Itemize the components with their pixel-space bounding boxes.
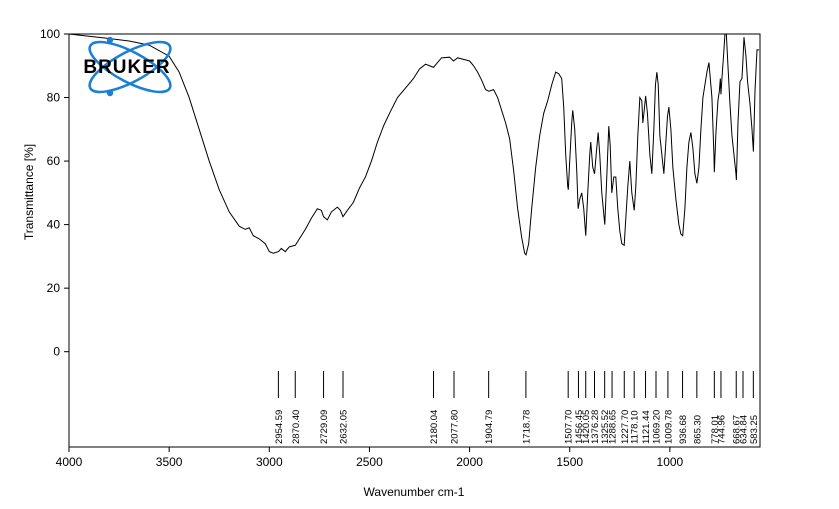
peak-label: 2870.40 [291, 410, 302, 444]
x-tick-label: 3500 [156, 455, 183, 469]
peak-label: 1121.44 [641, 410, 652, 444]
peak-label: 1718.78 [521, 410, 532, 444]
y-tick-label: 40 [47, 218, 61, 232]
peak-label: 583.25 [749, 415, 760, 444]
x-tick-label: 3000 [256, 455, 283, 469]
y-tick-label: 20 [47, 281, 61, 295]
peak-label: 634.84 [739, 415, 750, 444]
peak-label: 2632.05 [338, 410, 349, 444]
logo-text: BRUKER [83, 57, 170, 78]
peak-label: 2954.59 [274, 410, 285, 444]
peak-label: 936.68 [678, 415, 689, 444]
spectrum-line [68, 33, 759, 256]
x-tick-label: 2000 [456, 455, 483, 469]
bruker-logo: BRUKER [83, 36, 172, 97]
peak-label: 1227.70 [620, 410, 631, 444]
peak-label: 1904.79 [484, 410, 495, 444]
peak-label: 1456.45 [574, 410, 585, 444]
x-tick-label: 2500 [356, 455, 383, 469]
peak-annotations: 2954.59 2870.40 2729.09 2632.05 2180.04 2077.… [274, 371, 760, 444]
peak-label: 1009.78 [663, 410, 674, 444]
peak-label: 668.67 [732, 415, 743, 444]
peak-label: 1325.52 [600, 410, 611, 444]
peak-label: 1288.65 [608, 410, 619, 444]
peak-label: 2180.04 [429, 410, 440, 444]
x-tick-label: 1500 [556, 455, 583, 469]
y-tick-label: 80 [47, 91, 61, 105]
x-axis-title: Wavenumber cm-1 [364, 485, 465, 499]
y-tick-label: 60 [47, 154, 61, 168]
x-tick-label: 4000 [56, 455, 83, 469]
x-tick-label: 1000 [657, 455, 684, 469]
y-axis-title: Transmittance [%] [22, 144, 36, 240]
peak-label: 1069.20 [652, 410, 663, 444]
plot-frame [68, 33, 761, 448]
peak-label: 2077.80 [450, 410, 461, 444]
peak-label: 2729.09 [319, 410, 330, 444]
y-tick-label: 100 [40, 27, 60, 41]
x-axis: 4000 3500 3000 2500 2000 1500 1000 [56, 447, 684, 469]
y-tick-label: 0 [53, 345, 60, 359]
peak-label: 1420.05 [581, 410, 592, 444]
y-axis: 0 20 40 60 80 100 [40, 27, 69, 359]
peak-label: 744.96 [716, 415, 727, 444]
peak-label: 1178.10 [630, 410, 641, 444]
peak-label: 865.30 [692, 415, 703, 444]
peak-label: 1507.70 [564, 410, 575, 444]
peak-label: 1376.28 [590, 410, 601, 444]
peak-label: 778.01 [710, 415, 721, 444]
